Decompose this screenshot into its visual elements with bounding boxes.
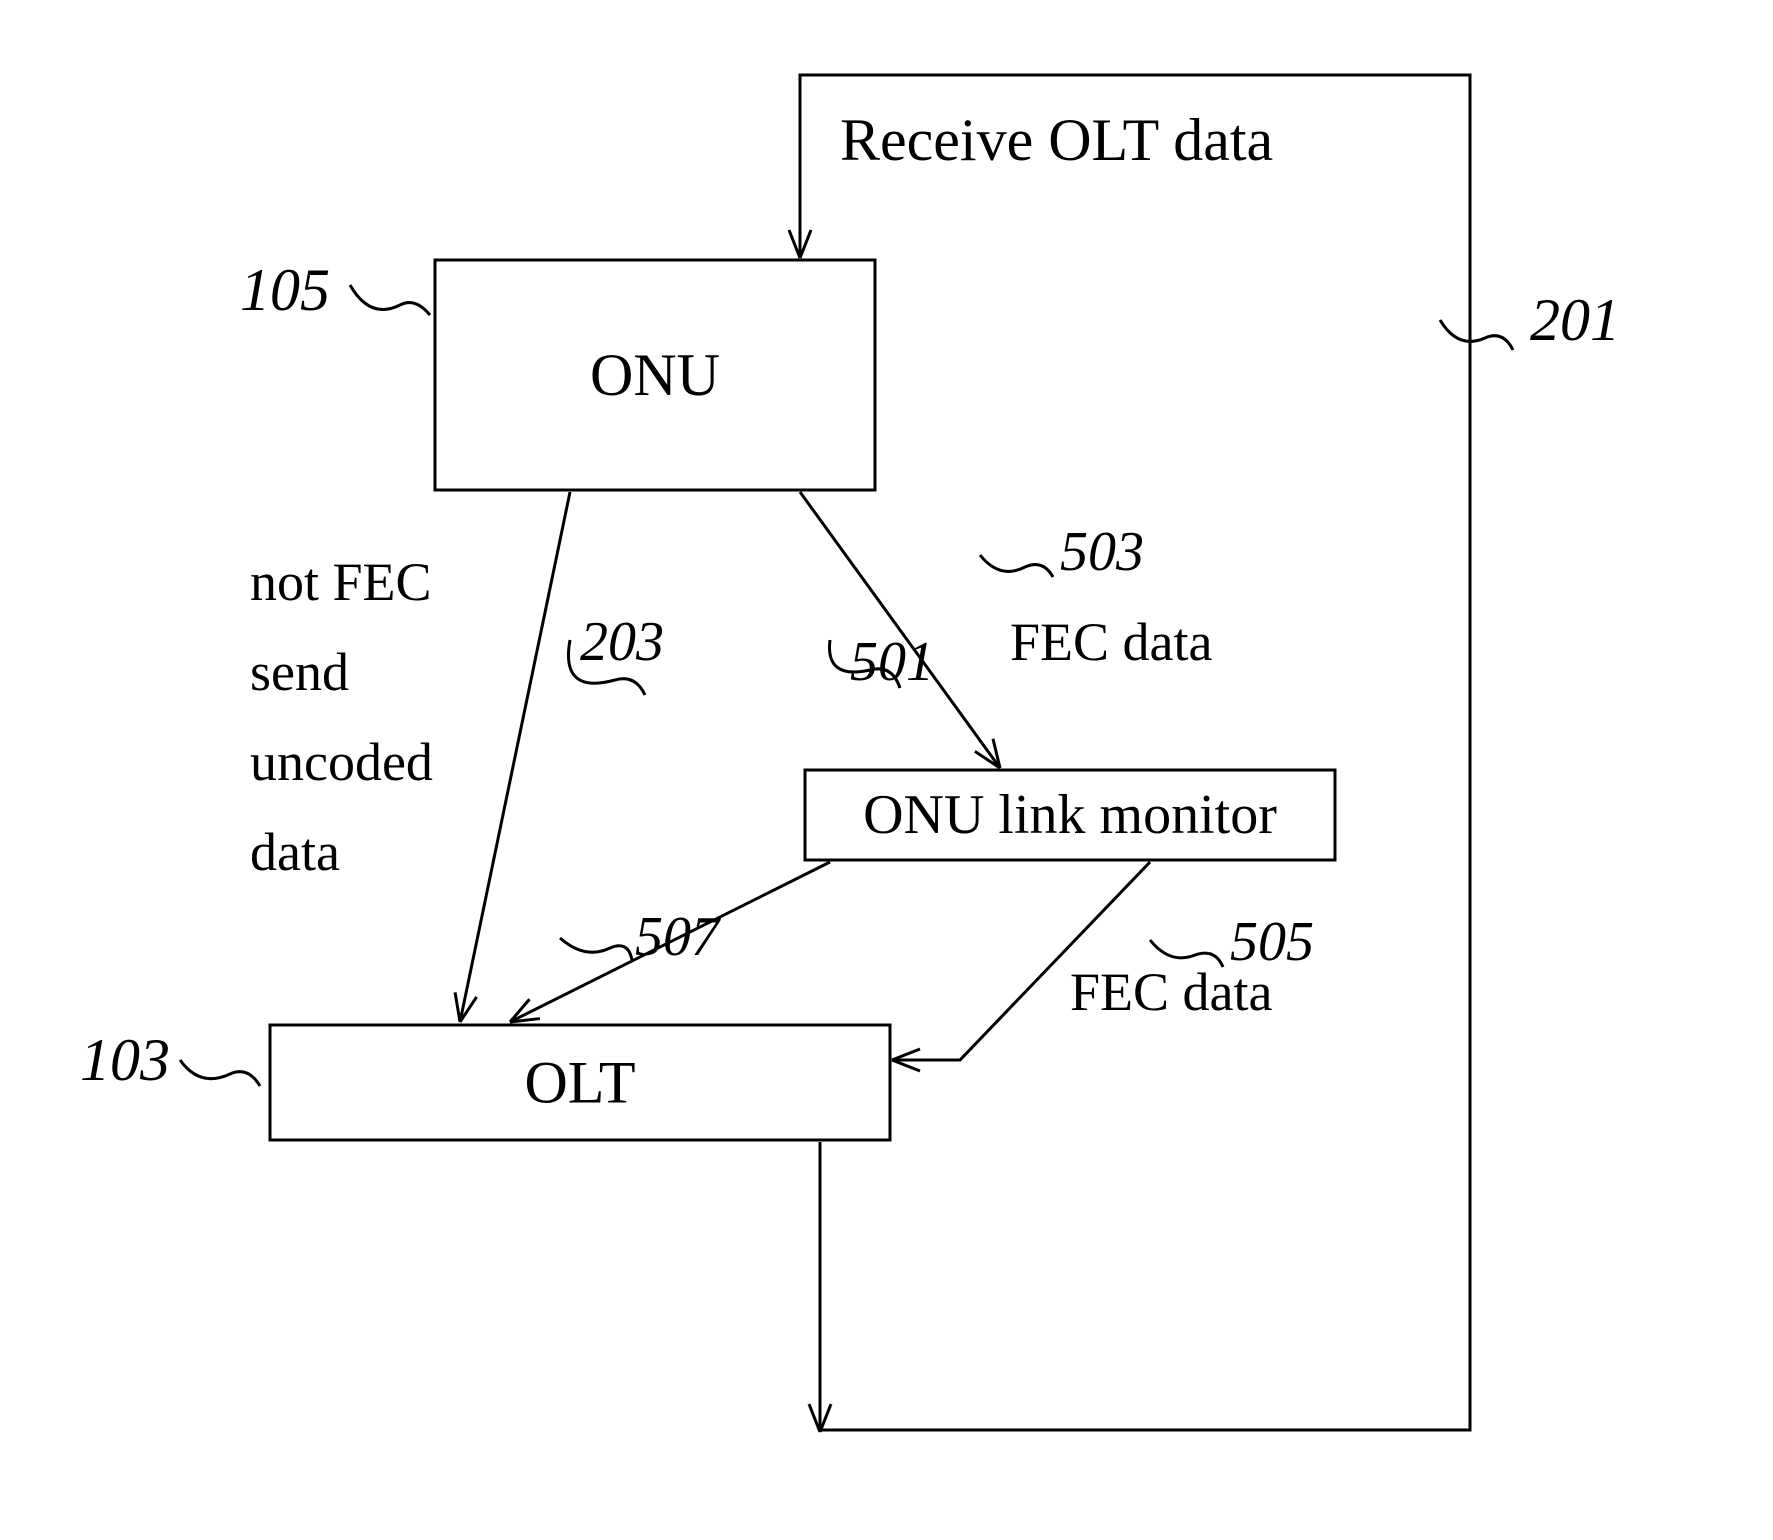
monitor-box-label: ONU link monitor — [863, 784, 1277, 846]
ref-201: 201 — [1530, 287, 1620, 353]
squiggle-s201 — [1440, 320, 1513, 350]
monitor-to-olt-right-arrow — [892, 862, 1150, 1060]
receive-olt-data-label: Receive OLT data — [840, 107, 1273, 173]
onu-box-label: ONU — [590, 342, 720, 408]
onu-to-monitor-arrow — [800, 492, 1000, 768]
fec-data-top-label: FEC data — [1010, 612, 1213, 672]
ref-505: 505 — [1230, 911, 1314, 973]
ref-105: 105 — [240, 257, 330, 323]
squiggle-s503 — [980, 555, 1053, 577]
ref-103: 103 — [80, 1027, 170, 1093]
squiggle-s105 — [350, 285, 430, 315]
olt-box-label: OLT — [524, 1050, 635, 1116]
onu-to-olt-arrow — [460, 492, 570, 1022]
ref-203: 203 — [580, 611, 664, 673]
feedback-loop-arrow — [800, 75, 1470, 1430]
ref-503: 503 — [1060, 521, 1144, 583]
ref-501: 501 — [850, 631, 934, 693]
squiggle-s507 — [560, 938, 632, 960]
squiggle-s103 — [180, 1060, 260, 1086]
ref-507: 507 — [635, 906, 721, 968]
not-fec-label: not FECsenduncodeddata — [250, 552, 433, 882]
